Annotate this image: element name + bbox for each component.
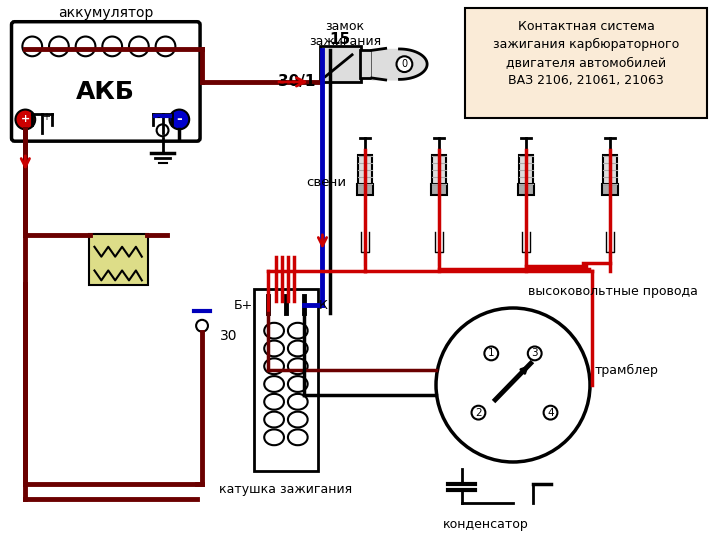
Circle shape xyxy=(196,320,208,332)
Text: трамблер: трамблер xyxy=(595,364,659,377)
FancyBboxPatch shape xyxy=(518,183,533,196)
Circle shape xyxy=(49,37,69,56)
FancyBboxPatch shape xyxy=(11,22,200,141)
Circle shape xyxy=(75,37,95,56)
Circle shape xyxy=(396,56,412,72)
Text: 30: 30 xyxy=(220,329,238,343)
FancyBboxPatch shape xyxy=(320,46,361,83)
FancyBboxPatch shape xyxy=(602,183,617,196)
Circle shape xyxy=(169,110,190,130)
FancyBboxPatch shape xyxy=(432,155,446,192)
Text: 2: 2 xyxy=(475,408,482,418)
Text: АКБ: АКБ xyxy=(76,80,135,104)
Circle shape xyxy=(103,37,122,56)
Text: 30/1: 30/1 xyxy=(278,75,316,90)
Text: 0: 0 xyxy=(401,59,408,69)
FancyBboxPatch shape xyxy=(357,183,373,196)
Circle shape xyxy=(16,110,35,130)
Circle shape xyxy=(157,124,169,136)
Circle shape xyxy=(544,406,557,419)
FancyBboxPatch shape xyxy=(431,183,447,196)
FancyBboxPatch shape xyxy=(360,50,372,78)
Text: катушка зажигания: катушка зажигания xyxy=(220,483,353,496)
Circle shape xyxy=(485,346,498,360)
FancyBboxPatch shape xyxy=(88,234,148,285)
Text: 15: 15 xyxy=(330,32,351,47)
Circle shape xyxy=(436,308,590,462)
Circle shape xyxy=(156,37,175,56)
Text: +: + xyxy=(42,112,50,123)
Text: 1: 1 xyxy=(488,349,495,358)
Circle shape xyxy=(472,406,485,419)
Text: +: + xyxy=(21,115,30,124)
Text: К: К xyxy=(319,298,327,311)
Circle shape xyxy=(22,37,42,56)
Circle shape xyxy=(528,346,541,360)
FancyBboxPatch shape xyxy=(254,289,317,471)
Text: 4: 4 xyxy=(547,408,554,418)
Text: Контактная система
зажигания карбюраторного
двигателя автомобилей
ВАЗ 2106, 2106: Контактная система зажигания карбюраторн… xyxy=(493,20,679,87)
FancyBboxPatch shape xyxy=(465,8,707,118)
Text: -: - xyxy=(157,112,160,123)
FancyBboxPatch shape xyxy=(519,155,533,192)
FancyBboxPatch shape xyxy=(358,155,372,192)
Text: аккумулятор: аккумулятор xyxy=(58,6,154,20)
Text: 3: 3 xyxy=(531,349,538,358)
Text: замок
зажигания: замок зажигания xyxy=(309,20,381,48)
Text: высоковольтные провода: высоковольтные провода xyxy=(528,285,698,298)
FancyBboxPatch shape xyxy=(603,155,617,192)
Text: свечи: свечи xyxy=(306,176,346,189)
Text: конденсатор: конденсатор xyxy=(442,518,528,531)
Text: Б+: Б+ xyxy=(234,298,253,311)
Circle shape xyxy=(129,37,149,56)
Text: -: - xyxy=(177,112,182,126)
